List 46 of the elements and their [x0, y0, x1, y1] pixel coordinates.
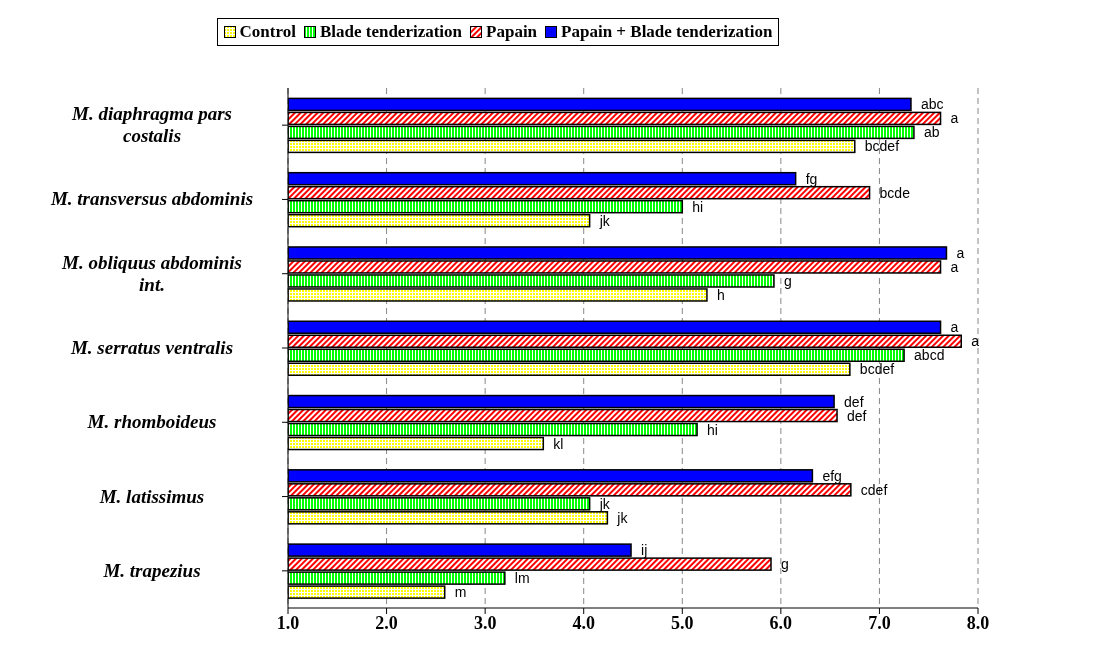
y-tick-label: M. diaphragma pars costalis — [71, 103, 232, 147]
data-label: a — [956, 244, 965, 261]
x-tick-label: 4.0 — [572, 612, 595, 633]
y-tick-label: M. serratus ventralis — [69, 337, 234, 358]
x-tick-label: 5.0 — [671, 612, 694, 633]
data-label: m — [454, 584, 467, 601]
x-tick-label: 8.0 — [966, 612, 990, 633]
x-tick-label: 1.0 — [276, 612, 300, 633]
y-tick-label: M. obliquus abdominis int. — [60, 251, 243, 295]
data-label: jk — [616, 509, 629, 526]
legend-label: Papain — [485, 22, 538, 42]
data-label: a — [950, 319, 959, 336]
data-label: a — [950, 258, 959, 275]
data-label: lm — [514, 570, 530, 587]
data-label: kl — [553, 435, 564, 452]
x-tick-label: 7.0 — [868, 612, 891, 633]
data-label: def — [844, 393, 864, 410]
y-tick-label: M. latissimus — [98, 485, 205, 507]
x-tick-label: 3.0 — [473, 612, 497, 633]
data-label: abc — [920, 96, 944, 113]
x-tick-label: 2.0 — [375, 612, 398, 633]
data-label: h — [716, 286, 725, 303]
data-label: jk — [598, 212, 611, 229]
y-tick-label: M. trapezius — [102, 559, 201, 581]
data-label: a — [971, 333, 980, 350]
data-label: a — [950, 110, 959, 127]
y-tick-label: M. rhomboideus — [86, 411, 217, 433]
data-label: abcd — [914, 347, 945, 364]
legend-label: Blade tenderization — [318, 22, 463, 42]
data-label: g — [781, 556, 789, 573]
legend-label: Papain + Blade tenderization — [560, 22, 773, 42]
data-label: bcdef — [864, 138, 900, 155]
data-label: jk — [598, 495, 611, 512]
x-tick-label: 6.0 — [769, 612, 793, 633]
data-label: efg — [822, 467, 842, 484]
data-label: g — [783, 272, 792, 289]
data-label: hi — [707, 421, 718, 438]
data-label: hi — [692, 198, 704, 215]
y-tick-label: M. transversus abdominis — [49, 188, 254, 210]
data-label: ab — [923, 124, 940, 141]
data-label: bcde — [879, 184, 911, 201]
data-label: def — [847, 407, 867, 424]
data-label: ij — [641, 542, 648, 559]
data-label: cdef — [860, 481, 888, 498]
legend-label: Control — [238, 22, 296, 42]
data-label: bcdef — [859, 361, 895, 378]
